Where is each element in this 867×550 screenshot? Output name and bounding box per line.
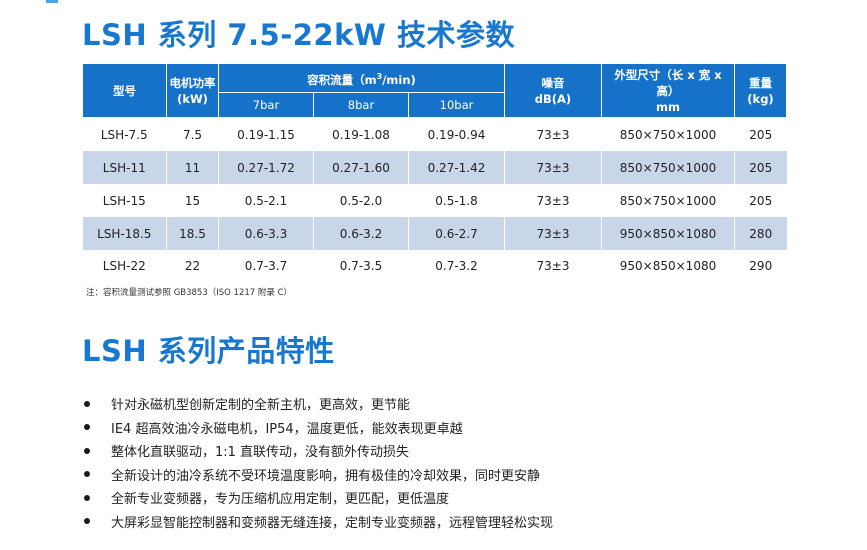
cell-dimensions: 950×850×1080	[601, 250, 735, 282]
cell-flow-8bar: 0.6-3.2	[313, 217, 409, 250]
cell-flow-10bar: 0.19-0.94	[408, 117, 505, 151]
feature-item: 全新设计的油冷系统不受环境温度影响，拥有极佳的冷却效果，同时更安静	[84, 463, 553, 487]
cell-weight: 280	[734, 217, 787, 250]
cell-flow-7bar: 0.5-2.1	[218, 184, 314, 217]
cell-noise: 73±3	[504, 217, 602, 250]
cell-power: 11	[166, 151, 219, 184]
spec-section-title: LSH 系列 7.5-22kW 技术参数	[82, 18, 515, 52]
header-10bar: 10bar	[408, 92, 505, 118]
cell-flow-10bar: 0.5-1.8	[408, 184, 505, 217]
header-7bar: 7bar	[218, 92, 314, 118]
cell-noise: 73±3	[504, 151, 602, 184]
feature-item: 整体化直联驱动，1:1 直联传动，没有额外传动损失	[84, 439, 553, 463]
cell-model: LSH-7.5	[82, 117, 167, 151]
cell-noise: 73±3	[504, 117, 602, 151]
cell-flow-8bar: 0.7-3.5	[313, 250, 409, 282]
bullet-icon	[84, 471, 90, 478]
feature-text: 大屏彩显智能控制器和变频器无缝连接，定制专业变频器，远程管理轻松实现	[111, 515, 554, 531]
cell-power: 22	[166, 250, 219, 282]
cell-power: 7.5	[166, 117, 219, 151]
cell-model: LSH-18.5	[82, 217, 167, 250]
header-dimensions: 外型尺寸（长 x 宽 x 高） mm	[601, 63, 735, 118]
bullet-icon	[84, 494, 90, 501]
cell-model: LSH-11	[82, 151, 167, 184]
header-weight: 重量 (kg)	[734, 63, 787, 118]
cell-flow-10bar: 0.7-3.2	[408, 250, 505, 282]
table-footnote: 注：容积流量测试参照 GB3853（ISO 1217 附录 C）	[86, 288, 293, 298]
cell-weight: 290	[734, 250, 787, 282]
bullet-icon	[84, 447, 90, 454]
header-power: 电机功率 (kW)	[166, 63, 219, 118]
feature-item: 全新专业变频器，专为压缩机应用定制，更匹配，更低温度	[84, 486, 553, 510]
cell-dimensions: 850×750×1000	[601, 184, 735, 217]
cell-power: 18.5	[166, 217, 219, 250]
feature-item: IE4 超高效油冷永磁电机，IP54，温度更低，能效表现更卓越	[84, 416, 553, 440]
bullet-icon	[84, 518, 90, 525]
cell-noise: 73±3	[504, 250, 602, 282]
cell-weight: 205	[734, 151, 787, 184]
cell-flow-7bar: 0.6-3.3	[218, 217, 314, 250]
table-row: LSH-22 22 0.7-3.7 0.7-3.5 0.7-3.2 73±3 9…	[82, 250, 787, 282]
cell-noise: 73±3	[504, 184, 602, 217]
cell-model: LSH-22	[82, 250, 167, 282]
table-subheader-row: 7bar 8bar 10bar	[83, 92, 787, 118]
table-row: LSH-11 11 0.27-1.72 0.27-1.60 0.27-1.42 …	[82, 151, 787, 184]
table-row: LSH-18.5 18.5 0.6-3.3 0.6-3.2 0.6-2.7 73…	[82, 217, 787, 250]
feature-item: 大屏彩显智能控制器和变频器无缝连接，定制专业变频器，远程管理轻松实现	[84, 510, 553, 534]
cell-flow-8bar: 0.19-1.08	[313, 117, 409, 151]
cell-flow-7bar: 0.19-1.15	[218, 117, 314, 151]
feature-text: 全新专业变频器，专为压缩机应用定制，更匹配，更低温度	[111, 492, 450, 508]
feature-text: IE4 超高效油冷永磁电机，IP54，温度更低，能效表现更卓越	[111, 421, 463, 437]
cell-flow-10bar: 0.6-2.7	[408, 217, 505, 250]
table-row: LSH-15 15 0.5-2.1 0.5-2.0 0.5-1.8 73±3 8…	[82, 184, 787, 217]
header-model: 型号	[82, 63, 167, 118]
bullet-icon	[84, 400, 90, 407]
cell-flow-7bar: 0.7-3.7	[218, 250, 314, 282]
cell-weight: 205	[734, 117, 787, 151]
table-row: LSH-7.5 7.5 0.19-1.15 0.19-1.08 0.19-0.9…	[82, 117, 787, 151]
cell-weight: 205	[734, 184, 787, 217]
spec-table: 型号 电机功率 (kW) 容积流量（m3/min) 噪音 dB(A) 外型尺寸（长 …	[82, 63, 787, 282]
header-noise: 噪音 dB(A)	[504, 63, 602, 118]
table-header-row: 型号 电机功率 (kW) 容积流量（m3/min) 噪音 dB(A) 外型尺寸（长 …	[82, 63, 787, 118]
cell-model: LSH-15	[82, 184, 167, 217]
cell-flow-10bar: 0.27-1.42	[408, 151, 505, 184]
cell-dimensions: 850×750×1000	[601, 151, 735, 184]
feature-text: 整体化直联驱动，1:1 直联传动，没有额外传动损失	[111, 445, 410, 461]
cell-dimensions: 950×850×1080	[601, 217, 735, 250]
cell-flow-8bar: 0.5-2.0	[313, 184, 409, 217]
feature-item: 针对永磁机型创新定制的全新主机，更高效，更节能	[84, 392, 553, 416]
feature-list: 针对永磁机型创新定制的全新主机，更高效，更节能 IE4 超高效油冷永磁电机，IP…	[84, 392, 553, 533]
cell-flow-8bar: 0.27-1.60	[313, 151, 409, 184]
feature-text: 全新设计的油冷系统不受环境温度影响，拥有极佳的冷却效果，同时更安静	[111, 468, 541, 484]
cell-dimensions: 850×750×1000	[601, 117, 735, 151]
top-accent-mark	[46, 0, 58, 3]
cell-power: 15	[166, 184, 219, 217]
bullet-icon	[84, 424, 90, 431]
feature-text: 针对永磁机型创新定制的全新主机，更高效，更节能	[111, 398, 411, 414]
header-8bar: 8bar	[313, 92, 409, 118]
header-flow: 容积流量（m3/min)	[218, 63, 505, 93]
cell-flow-7bar: 0.27-1.72	[218, 151, 314, 184]
features-section-title: LSH 系列产品特性	[82, 334, 335, 368]
